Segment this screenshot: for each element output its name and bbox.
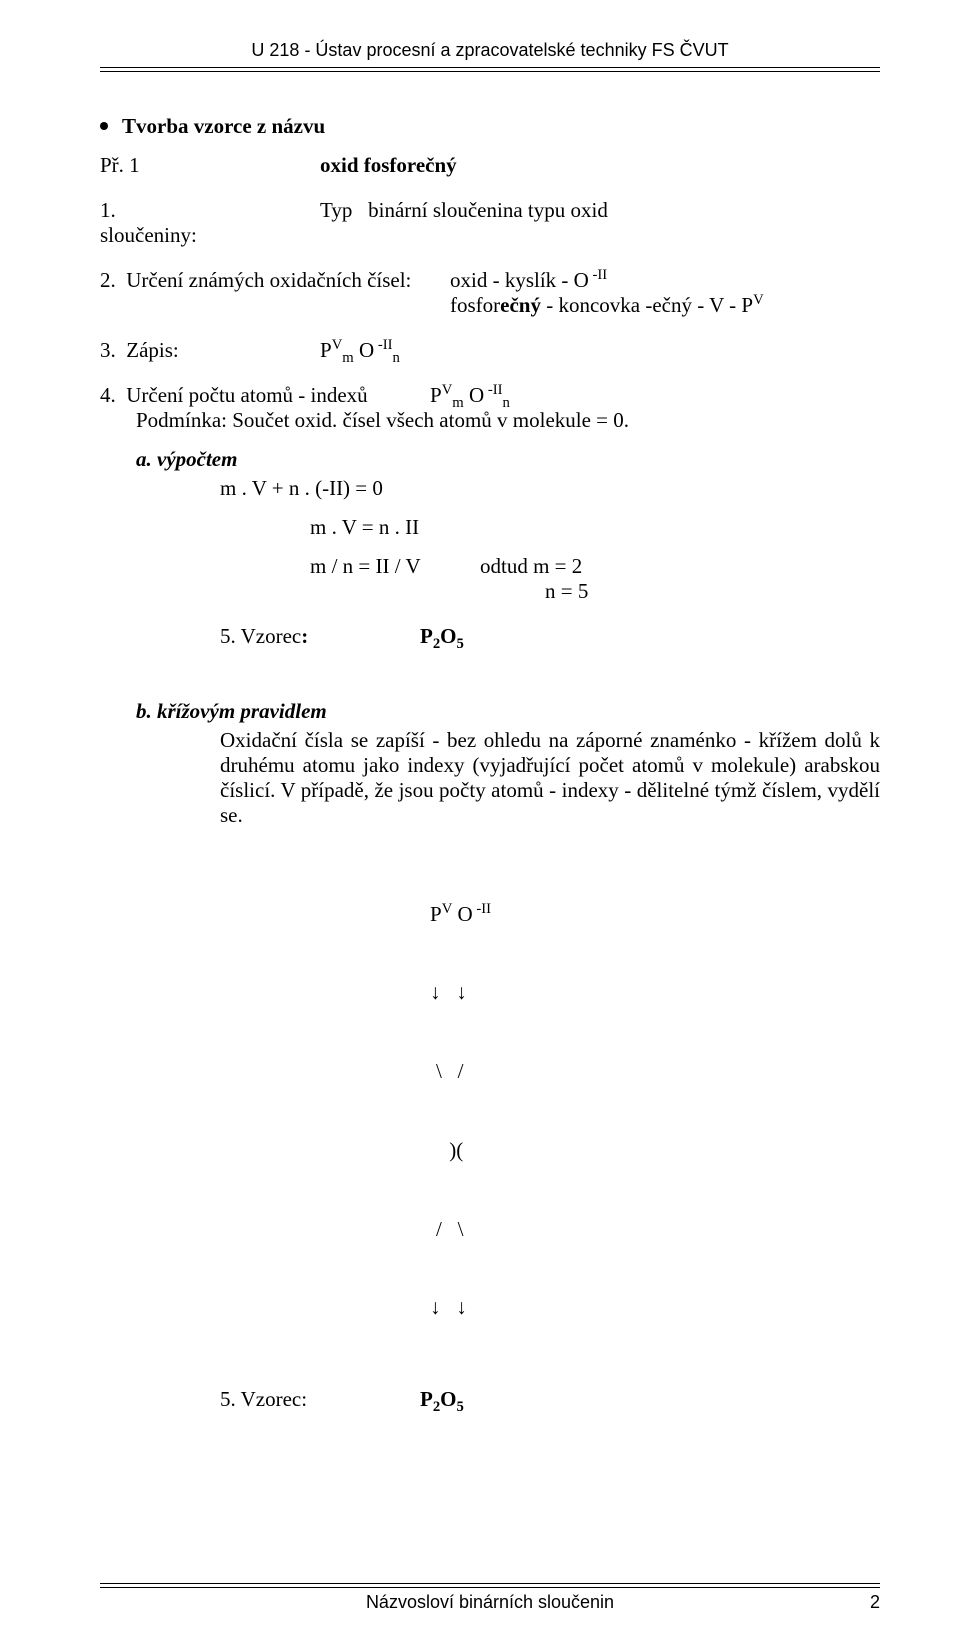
example-line: Př. 1 oxid fosforečný [100, 153, 880, 178]
method-a-l2: m . V = n . II [100, 515, 880, 540]
method-a-title: a. výpočtem [100, 447, 880, 472]
result-label: 5. Vzorec: [220, 624, 420, 649]
step-2-right: oxid - kyslík - O -II fosforečný - konco… [450, 268, 764, 318]
t: -II [589, 267, 607, 283]
step-4-formula: PVm O -IIn [430, 383, 510, 408]
step-4-row: 4. Určení počtu atomů - indexů PVm O -II… [100, 383, 880, 408]
t: odtud m = 2 [480, 554, 582, 579]
section-heading: Tvorba vzorce z názvu [100, 114, 880, 139]
step-4-condition: Podmínka: Součet oxid. čísel všech atomů… [100, 408, 880, 433]
step-2-row: 2. Určení známých oxidačních čísel: oxid… [100, 268, 880, 318]
method-a-result: 5. Vzorec: P2O5 [100, 624, 880, 649]
header-rule [100, 67, 880, 72]
t: : [301, 624, 308, 648]
t: oxid - kyslík - O [450, 268, 589, 292]
t: n = 5 [545, 579, 588, 603]
cross-top: PV O -II [430, 901, 880, 927]
method-a-l1: m . V + n . (-II) = 0 [100, 476, 880, 501]
step-2-num: 2. [100, 268, 116, 292]
cross-mid: )( [430, 1137, 880, 1163]
step-2-label: Určení známých oxidačních čísel: [126, 268, 411, 292]
method-b-result: 5. Vzorec: P2O5 [100, 1387, 880, 1412]
example-label: Př. 1 [100, 153, 320, 178]
step-1-value: binární sloučenina typu oxid [368, 198, 608, 222]
step-4-label: Určení počtu atomů - indexů [126, 383, 367, 407]
result-value-b: P2O5 [420, 1387, 464, 1412]
cross-arrows-2: ↓ ↓ [430, 1294, 880, 1320]
step-num-text: 1. [100, 198, 116, 222]
footer-center: Názvosloví binárních sloučenin [366, 1592, 614, 1613]
t: b. křížovým pravidlem [136, 699, 327, 723]
step-1-label: Typ [320, 198, 352, 222]
step-2-line1: oxid - kyslík - O -II [450, 268, 764, 293]
cross-arrows-1: ↓ ↓ [430, 979, 880, 1005]
section-title: Tvorba vzorce z názvu [122, 114, 325, 139]
t: m / n = II / V [310, 554, 480, 579]
method-a-l3: m / n = II / V odtud m = 2 [100, 554, 880, 579]
t: fosfor [450, 293, 500, 317]
step-4-num: 4. [100, 383, 116, 407]
t: - koncovka -ečný - V - P [541, 293, 753, 317]
step-3-left: 3. Zápis: [100, 338, 320, 363]
step-3-formula: PVm O -IIn [320, 338, 400, 363]
footer-page: 2 [614, 1592, 880, 1613]
t: ečný [500, 293, 541, 317]
step-1-sub: sloučeniny: [100, 223, 880, 248]
result-label-b: 5. Vzorec: [220, 1387, 420, 1412]
footer-row: Názvosloví binárních sloučenin 2 [100, 1592, 880, 1613]
t: a. výpočtem [136, 447, 237, 471]
step-3-label: Zápis: [126, 338, 179, 362]
cross-slash-1: \ / [430, 1058, 880, 1084]
step-1-row: 1. Typ binární sloučenina typu oxid [100, 198, 880, 223]
method-b-paragraph: Oxidační čísla se zapíší - bez ohledu na… [100, 728, 880, 828]
t: V [753, 292, 764, 308]
cross-slash-2: / \ [430, 1216, 880, 1242]
method-a-l4: n = 5 [100, 579, 880, 604]
step-3-row: 3. Zápis: PVm O -IIn [100, 338, 880, 363]
step-4-left: 4. Určení počtu atomů - indexů [100, 383, 430, 408]
example-name: oxid fosforečný [320, 153, 457, 178]
step-1-body: Typ binární sloučenina typu oxid [320, 198, 608, 223]
document-page: U 218 - Ústav procesní a zpracovatelské … [0, 0, 960, 1643]
step-3-num: 3. [100, 338, 116, 362]
step-1-num: 1. [100, 198, 320, 223]
footer-rule [100, 1583, 880, 1588]
bullet-icon [100, 122, 108, 130]
result-value: P2O5 [420, 624, 464, 649]
step-2-left: 2. Určení známých oxidačních čísel: [100, 268, 450, 318]
method-b-title: b. křížovým pravidlem [100, 699, 880, 724]
page-header: U 218 - Ústav procesní a zpracovatelské … [100, 40, 880, 61]
t: 5. Vzorec [220, 624, 301, 648]
step-2-line2: fosforečný - koncovka -ečný - V - PV [450, 293, 764, 318]
cross-diagram: PV O -II ↓ ↓ \ / )( / \ ↓ ↓ [100, 848, 880, 1373]
page-footer: Názvosloví binárních sloučenin 2 [100, 1583, 880, 1613]
